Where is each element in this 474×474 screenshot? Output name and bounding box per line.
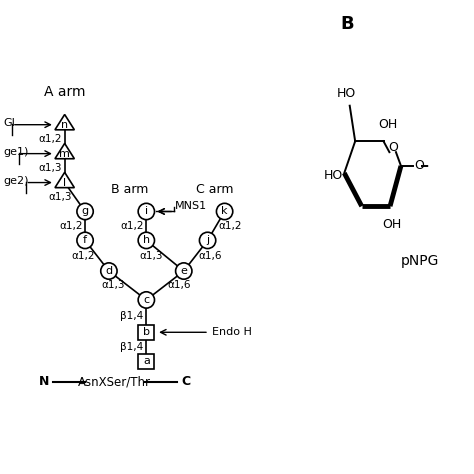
Text: α1,2: α1,2 — [38, 134, 62, 144]
Text: k: k — [221, 207, 228, 217]
Circle shape — [200, 232, 216, 248]
Circle shape — [217, 203, 233, 219]
Text: O: O — [388, 141, 398, 155]
Text: HO: HO — [337, 87, 356, 100]
Text: α1,3: α1,3 — [101, 281, 125, 291]
Text: α1,2: α1,2 — [71, 251, 94, 261]
Polygon shape — [55, 173, 74, 188]
Text: j: j — [206, 236, 209, 246]
Text: β1,4: β1,4 — [120, 311, 144, 321]
Text: β1,4: β1,4 — [120, 342, 144, 352]
Text: l: l — [63, 178, 66, 188]
Text: B: B — [341, 15, 355, 33]
Text: α1,6: α1,6 — [198, 251, 222, 261]
Bar — [138, 354, 155, 369]
Text: O: O — [414, 159, 424, 173]
Text: b: b — [143, 327, 150, 337]
Polygon shape — [55, 144, 74, 159]
Text: N: N — [39, 375, 49, 388]
Text: m: m — [59, 149, 70, 159]
Text: n: n — [61, 120, 68, 130]
Text: α1,2: α1,2 — [219, 221, 242, 231]
Circle shape — [101, 263, 117, 279]
Text: α1,2: α1,2 — [120, 221, 144, 231]
Text: HO: HO — [323, 169, 343, 182]
Text: C arm: C arm — [196, 183, 233, 196]
Text: α1,6: α1,6 — [168, 281, 191, 291]
Text: h: h — [143, 236, 150, 246]
Text: α1,3: α1,3 — [38, 163, 62, 173]
Text: f: f — [83, 236, 87, 246]
Text: GI: GI — [3, 118, 15, 128]
Text: i: i — [145, 207, 148, 217]
Bar — [138, 325, 155, 340]
Text: α1,3: α1,3 — [139, 251, 163, 261]
Text: α1,3: α1,3 — [49, 192, 73, 202]
Text: AsnXSer/Thr: AsnXSer/Thr — [78, 375, 151, 388]
Text: OH: OH — [378, 118, 398, 131]
Text: A arm: A arm — [44, 85, 85, 100]
Text: pNPG: pNPG — [401, 254, 438, 268]
Text: c: c — [143, 295, 149, 305]
Circle shape — [77, 203, 93, 219]
Text: g: g — [82, 207, 89, 217]
Polygon shape — [55, 115, 74, 130]
Text: OH: OH — [383, 218, 402, 231]
Text: e: e — [180, 266, 187, 276]
Circle shape — [77, 232, 93, 248]
Text: Endo H: Endo H — [212, 327, 252, 337]
Text: ge2): ge2) — [3, 176, 29, 186]
Circle shape — [138, 292, 155, 308]
Text: d: d — [105, 266, 112, 276]
Text: C: C — [181, 375, 190, 388]
Text: B arm: B arm — [110, 183, 148, 196]
Text: MNS1: MNS1 — [175, 201, 208, 211]
Text: α1,2: α1,2 — [59, 221, 82, 231]
Circle shape — [138, 232, 155, 248]
Text: a: a — [143, 356, 150, 366]
Circle shape — [138, 203, 155, 219]
Text: ge1): ge1) — [3, 147, 29, 157]
Circle shape — [175, 263, 192, 279]
